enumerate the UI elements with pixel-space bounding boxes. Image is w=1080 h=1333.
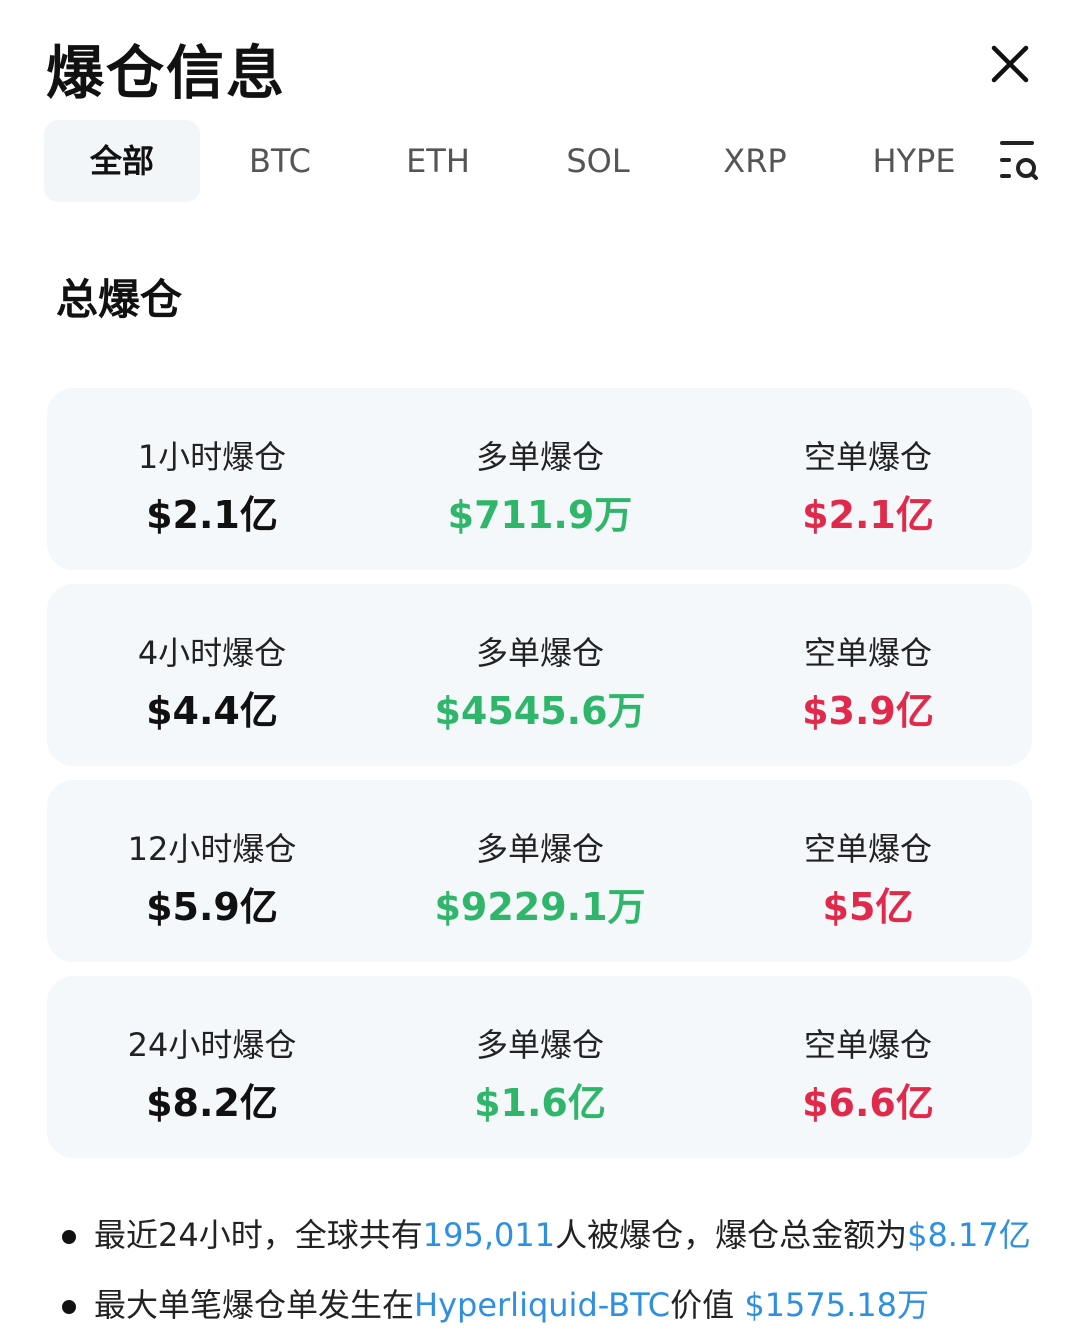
note-text: 最近24小时，全球共有 <box>94 1216 423 1254</box>
liquidation-card: 12小时爆仓 $5.9亿 多单爆仓 $9229.1万 空单爆仓 $5亿 <box>47 780 1032 962</box>
note-largest: 最大单笔爆仓单发生在Hyperliquid-BTC价值 $1575.18万 <box>62 1280 929 1326</box>
stat-label: 空单爆仓 <box>803 1026 932 1064</box>
stat-value: $5亿 <box>822 885 914 929</box>
stat-value: $1.6亿 <box>474 1081 606 1125</box>
section-title: 总爆仓 <box>56 275 183 324</box>
page-title: 爆仓信息 <box>46 39 287 107</box>
stat-label: 12小时爆仓 <box>127 830 297 868</box>
stat-value: $4.4亿 <box>146 689 278 733</box>
tab-all[interactable]: 全部 <box>44 120 200 202</box>
stat-label: 空单爆仓 <box>803 830 932 868</box>
liquidation-card: 1小时爆仓 $2.1亿 多单爆仓 $711.9万 空单爆仓 $2.1亿 <box>47 388 1032 570</box>
stat-label: 空单爆仓 <box>803 634 932 672</box>
tab-sol[interactable]: SOL <box>566 142 630 180</box>
stat-label: 多单爆仓 <box>475 830 604 868</box>
stat-value: $8.2亿 <box>146 1081 278 1125</box>
tab-eth[interactable]: ETH <box>406 142 470 180</box>
note-text: 人被爆仓，爆仓总金额为 <box>555 1216 908 1254</box>
total-amount: $8.17亿 <box>907 1216 1031 1254</box>
coin-tabs: 全部 BTC ETH SOL XRP HYPE <box>44 120 1044 202</box>
stat-label: 多单爆仓 <box>475 634 604 672</box>
stat-value: $2.1亿 <box>146 493 278 537</box>
stat-label: 4小时爆仓 <box>137 634 287 672</box>
stat-value: $3.9亿 <box>802 689 934 733</box>
stat-label: 多单爆仓 <box>475 1026 604 1064</box>
bullet-icon <box>62 1300 76 1314</box>
tab-btc[interactable]: BTC <box>249 142 311 180</box>
tab-xrp[interactable]: XRP <box>723 142 787 180</box>
stat-value: $711.9万 <box>447 493 633 537</box>
bullet-icon <box>62 1230 76 1244</box>
stat-value: $9229.1万 <box>434 885 646 929</box>
largest-amount: $1575.18万 <box>744 1286 930 1324</box>
stat-value: $6.6亿 <box>802 1081 934 1125</box>
liquidated-count: 195,011 <box>422 1216 556 1254</box>
stat-value: $2.1亿 <box>802 493 934 537</box>
close-icon[interactable] <box>986 40 1034 88</box>
stat-label: 空单爆仓 <box>803 438 932 476</box>
stat-label: 1小时爆仓 <box>137 438 287 476</box>
note-text: 最大单笔爆仓单发生在 <box>94 1286 415 1324</box>
stat-value: $4545.6万 <box>434 689 646 733</box>
stat-label: 多单爆仓 <box>475 438 604 476</box>
note-total: 最近24小时，全球共有195,011人被爆仓，爆仓总金额为$8.17亿 <box>62 1210 1031 1256</box>
liquidation-card: 4小时爆仓 $4.4亿 多单爆仓 $4545.6万 空单爆仓 $3.9亿 <box>47 584 1032 766</box>
exchange-pair-link[interactable]: Hyperliquid-BTC <box>414 1286 671 1324</box>
stat-value: $5.9亿 <box>146 885 278 929</box>
list-search-icon[interactable] <box>996 138 1046 184</box>
note-text: 价值 <box>670 1286 745 1324</box>
liquidation-card: 24小时爆仓 $8.2亿 多单爆仓 $1.6亿 空单爆仓 $6.6亿 <box>47 976 1032 1158</box>
tab-hype[interactable]: HYPE <box>872 142 956 180</box>
stat-label: 24小时爆仓 <box>127 1026 297 1064</box>
